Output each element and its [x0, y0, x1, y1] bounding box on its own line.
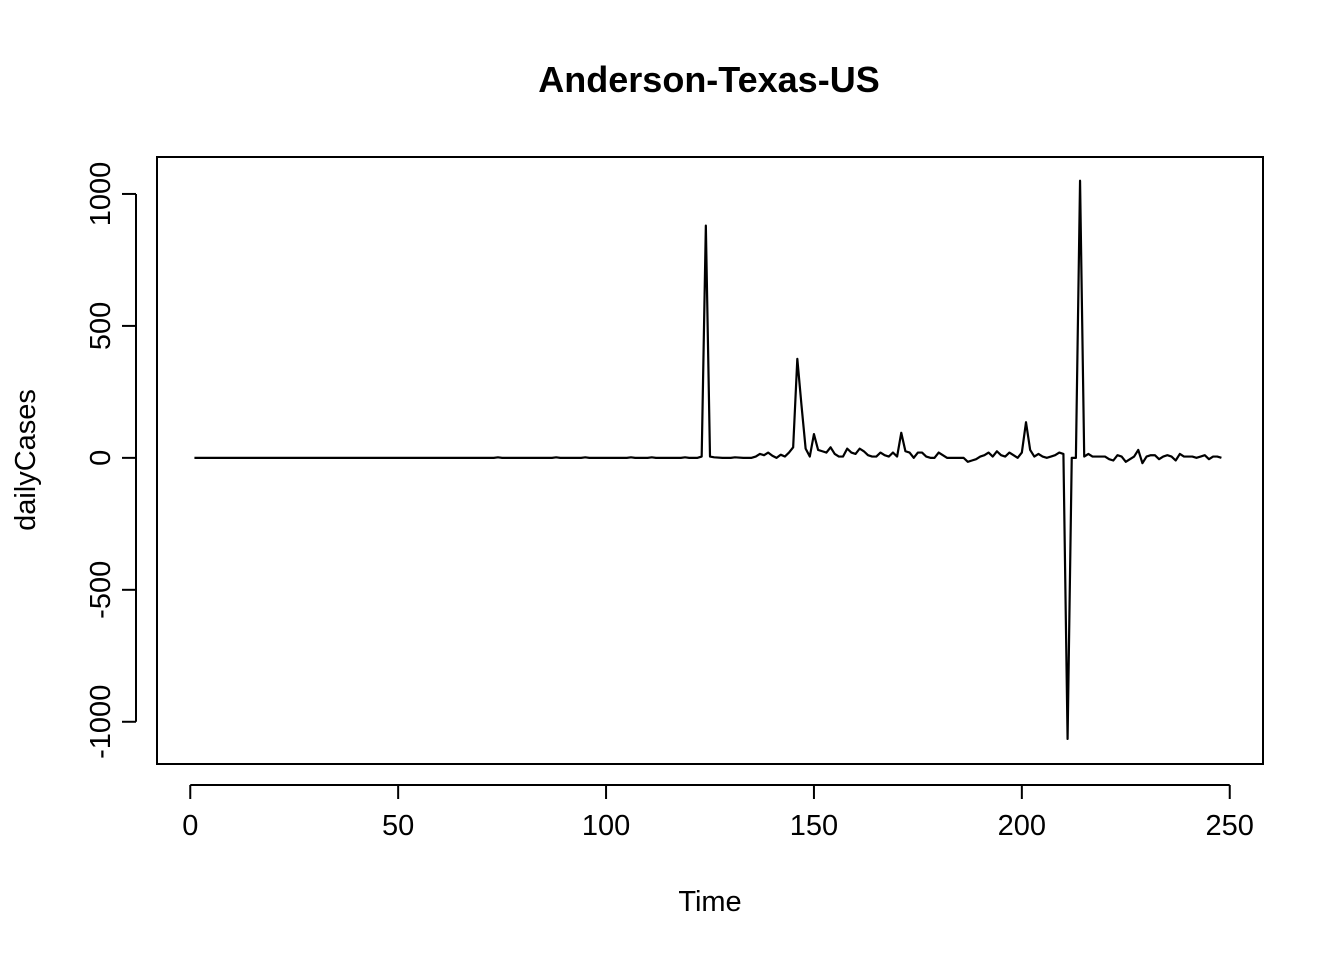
series-line	[194, 179, 1222, 741]
x-tick-label: 150	[790, 810, 838, 842]
plot-frame	[156, 156, 1264, 765]
x-tick-label: 0	[182, 810, 198, 842]
y-tick-label: -500	[85, 561, 117, 619]
x-axis-label: Time	[678, 886, 741, 918]
x-tick-label: 100	[582, 810, 630, 842]
y-tick-label: -1000	[85, 685, 117, 759]
y-tick-label: 0	[85, 450, 117, 466]
x-tick-label: 250	[1206, 810, 1254, 842]
y-axis-label: dailyCases	[10, 389, 42, 531]
y-tick-label: 500	[85, 302, 117, 350]
x-axis: 0 50 100 150 200 250	[182, 784, 1254, 842]
x-tick-label: 200	[998, 810, 1046, 842]
series-group	[194, 179, 1222, 741]
y-tick-label: 1000	[85, 162, 117, 227]
x-tick-label: 50	[382, 810, 414, 842]
y-axis: -1000 -500 0 500 1000	[85, 162, 137, 759]
chart-title: Anderson-Texas-US	[538, 59, 879, 100]
